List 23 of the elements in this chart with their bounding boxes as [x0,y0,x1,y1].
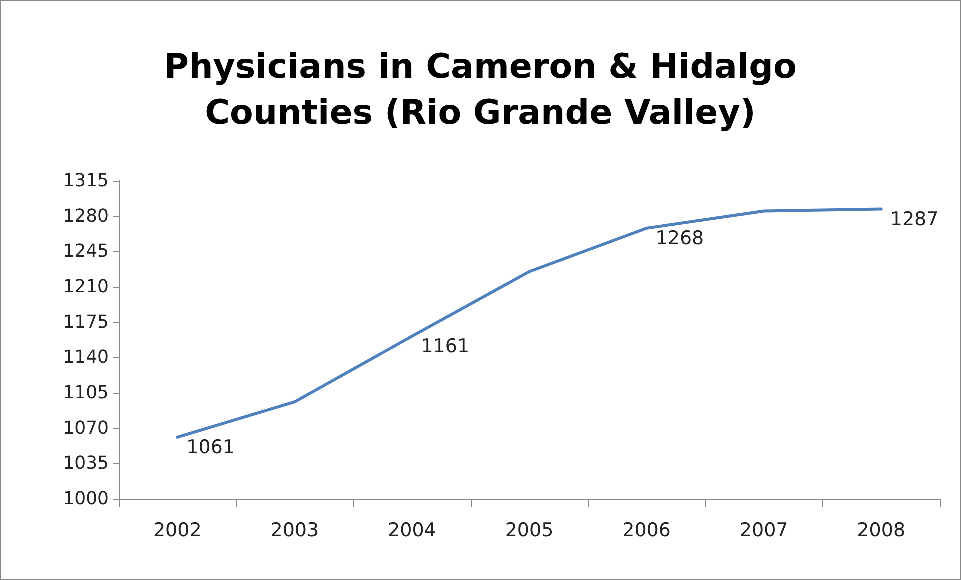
y-tick-label: 1315 [63,170,109,192]
x-tick-label: 2003 [270,520,320,542]
data-label: 1268 [656,227,704,250]
chart-title: Physicians in Cameron & Hidalgo Counties (Rio Grande Valley) [164,47,797,133]
data-label: 1287 [890,208,939,230]
x-tick-label: 2004 [388,520,436,542]
x-tick-label: 2008 [857,520,906,542]
y-tick-label: 1210 [63,276,109,298]
line-series [176,208,883,439]
y-tick-label: 1035 [63,453,109,474]
y-tick-label: 1140 [63,347,109,368]
data-label: 1061 [186,436,235,458]
data-label: 1161 [421,335,470,358]
y-tick-label: 1105 [63,382,109,404]
x-tick-label: 2007 [740,520,788,542]
y-tick-label: 1175 [63,312,109,333]
y-tick-label: 1070 [63,418,109,439]
y-tick-label: 1000 [63,488,109,510]
y-tick-label: 1280 [63,206,109,227]
x-tick-label: 2002 [153,520,202,542]
x-tick-label: 2006 [622,520,671,542]
y-tick-label: 1245 [63,241,109,262]
x-tick-label: 2005 [505,520,554,542]
